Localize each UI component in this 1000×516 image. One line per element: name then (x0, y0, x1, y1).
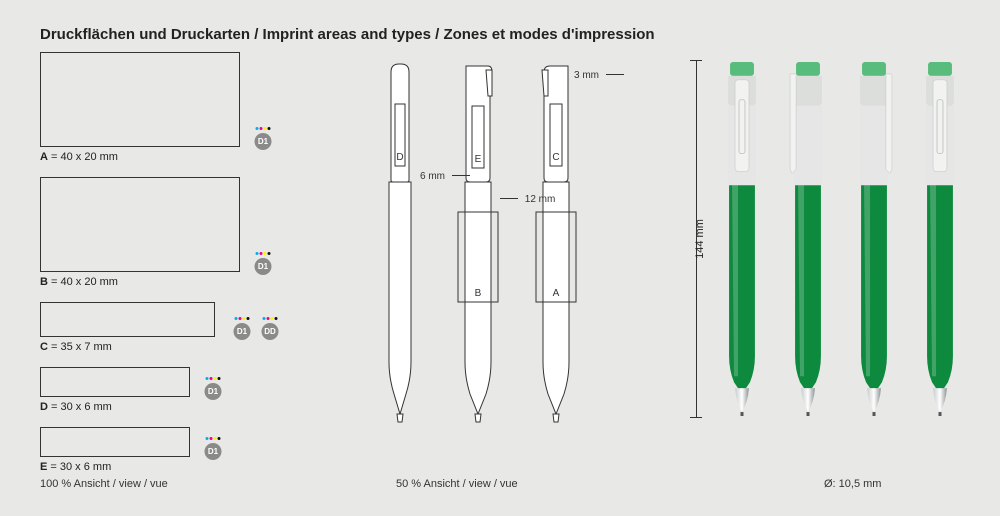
caption-diameter: Ø: 10,5 mm (824, 478, 881, 490)
print-type-badges: D1DD (230, 316, 282, 340)
imprint-box-E: D1 (40, 427, 190, 457)
dim-3mm: 3 mm (574, 70, 624, 81)
dim-3mm-label: 3 mm (574, 70, 599, 81)
print-type-badges: D1 (201, 436, 225, 460)
print-type-badges: D1 (251, 126, 275, 150)
area-E-letter: E (475, 154, 482, 165)
imprint-label-A: A = 40 x 20 mm (40, 151, 320, 163)
badge-DD: DD (258, 316, 282, 340)
imprint-label-E: E = 30 x 6 mm (40, 461, 320, 473)
length-rule: 144 mm (686, 60, 708, 418)
badge-D1: D1 (251, 251, 275, 275)
area-C-letter: C (552, 152, 559, 163)
badge-D1: D1 (201, 376, 225, 400)
dim-6mm: 6 mm (420, 171, 470, 182)
product-pen-view-1 (720, 58, 764, 418)
product-pen-view-3 (852, 58, 896, 418)
imprint-label-B: B = 40 x 20 mm (40, 276, 320, 288)
badge-D1: D1 (230, 316, 254, 340)
imprint-area-column: D1A = 40 x 20 mmD1B = 40 x 20 mmD1DDC = … (40, 52, 320, 487)
badge-D1: D1 (251, 126, 275, 150)
imprint-box-C: D1DD (40, 302, 215, 337)
caption-50pct: 50 % Ansicht / view / vue (396, 478, 518, 490)
pen-photo-row (720, 58, 980, 438)
caption-100pct: 100 % Ansicht / view / vue (40, 478, 168, 490)
dim-6mm-label: 6 mm (420, 171, 445, 182)
area-D-letter: D (396, 152, 403, 163)
product-pen-view-4 (918, 58, 962, 418)
area-B-letter: B (475, 288, 482, 299)
imprint-label-C: C = 35 x 7 mm (40, 341, 320, 353)
length-label: 144 mm (694, 219, 706, 259)
imprint-box-A: D1 (40, 52, 240, 147)
pen-line-art: D E B C A (370, 58, 640, 438)
dim-12mm-label: 12 mm (525, 194, 556, 205)
dim-12mm: 12 mm (500, 194, 555, 205)
print-type-badges: D1 (251, 251, 275, 275)
page-title: Druckflächen und Druckarten / Imprint ar… (40, 26, 655, 43)
pen-diagram-50pct: 3 mm 6 mm 12 mm D E B (370, 58, 640, 438)
imprint-label-D: D = 30 x 6 mm (40, 401, 320, 413)
product-pen-view-2 (786, 58, 830, 418)
imprint-box-B: D1 (40, 177, 240, 272)
print-type-badges: D1 (201, 376, 225, 400)
imprint-box-D: D1 (40, 367, 190, 397)
area-A-letter: A (553, 288, 560, 299)
badge-D1: D1 (201, 436, 225, 460)
